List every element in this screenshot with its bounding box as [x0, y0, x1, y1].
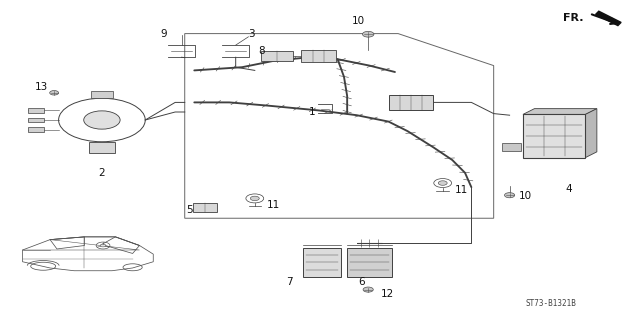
Bar	[193, 203, 217, 212]
Text: ST73-B1321B: ST73-B1321B	[526, 299, 576, 308]
Text: 6: 6	[359, 276, 365, 287]
Text: 1: 1	[309, 107, 315, 117]
Bar	[28, 117, 44, 122]
Text: 3: 3	[248, 28, 255, 39]
Text: 10: 10	[519, 191, 532, 201]
Polygon shape	[596, 11, 621, 26]
Bar	[303, 248, 341, 277]
Bar	[502, 143, 521, 151]
Circle shape	[100, 244, 106, 247]
Polygon shape	[585, 109, 597, 158]
Circle shape	[250, 196, 259, 201]
Text: 8: 8	[258, 46, 264, 56]
Text: 9: 9	[161, 28, 167, 39]
Text: 11: 11	[268, 200, 280, 211]
Polygon shape	[523, 109, 597, 115]
Text: 13: 13	[35, 82, 48, 92]
Bar	[301, 50, 336, 62]
Circle shape	[83, 111, 120, 129]
Text: FR.: FR.	[563, 12, 583, 23]
Text: 11: 11	[455, 185, 468, 195]
Bar	[261, 51, 293, 61]
Text: 12: 12	[381, 289, 394, 299]
Circle shape	[505, 193, 515, 198]
Circle shape	[50, 91, 59, 95]
Bar	[523, 115, 585, 158]
Text: 10: 10	[352, 16, 364, 26]
Bar	[89, 142, 115, 153]
Bar	[91, 91, 113, 98]
Bar	[28, 108, 44, 113]
Circle shape	[362, 31, 374, 37]
Text: 5: 5	[186, 204, 192, 215]
Text: 2: 2	[99, 168, 105, 178]
Text: 4: 4	[566, 184, 572, 194]
Bar	[28, 127, 44, 132]
Bar	[347, 248, 392, 277]
Circle shape	[363, 287, 373, 292]
Bar	[389, 95, 433, 110]
Text: 7: 7	[287, 276, 293, 287]
Circle shape	[438, 181, 447, 185]
